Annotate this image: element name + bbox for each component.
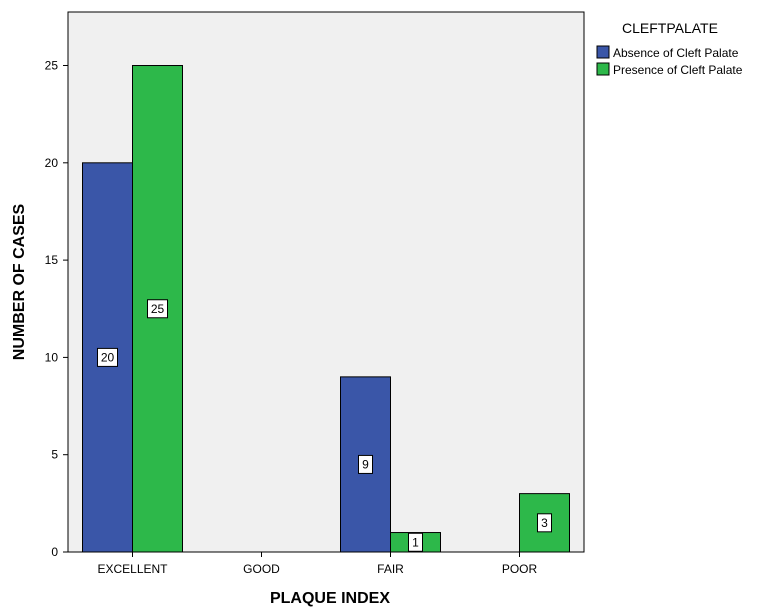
x-tick-label: GOOD <box>243 562 280 576</box>
x-tick-label: FAIR <box>377 562 404 576</box>
data-label-box <box>408 532 423 552</box>
y-tick-label: 10 <box>45 350 59 364</box>
data-label-box <box>97 347 118 367</box>
legend-swatch-presence <box>596 62 610 76</box>
legend-label-presence: Presence of Cleft Palate <box>613 63 743 77</box>
y-axis: 0 5 10 15 20 25 <box>45 59 68 559</box>
data-label-box <box>147 299 168 319</box>
y-axis-title: NUMBER OF CASES <box>11 203 28 360</box>
legend-swatch-absence <box>596 45 610 59</box>
x-tick-label: EXCELLENT <box>97 562 168 576</box>
y-tick-label: 15 <box>45 253 59 267</box>
legend-label-absence: Absence of Cleft Palate <box>613 46 739 60</box>
y-tick-label: 0 <box>51 545 58 559</box>
data-label: 25 <box>151 302 165 316</box>
y-tick-label: 5 <box>51 448 58 462</box>
data-labels-group: 20 25 9 1 3 <box>97 299 552 552</box>
y-tick-label: 20 <box>45 156 59 170</box>
data-label-box <box>358 454 373 474</box>
data-label: 9 <box>362 457 369 471</box>
data-label-box <box>537 513 552 533</box>
x-tick-label: POOR <box>502 562 538 576</box>
data-label: 3 <box>541 516 548 530</box>
x-axis: EXCELLENT GOOD FAIR POOR <box>97 552 538 576</box>
data-label: 1 <box>412 535 419 549</box>
data-label: 20 <box>101 350 115 364</box>
legend-title: CLEFTPALATE <box>622 20 718 36</box>
y-tick-label: 25 <box>45 59 59 73</box>
x-axis-title: PLAQUE INDEX <box>270 590 390 607</box>
legend: CLEFTPALATE Absence of Cleft Palate Pres… <box>596 20 743 77</box>
